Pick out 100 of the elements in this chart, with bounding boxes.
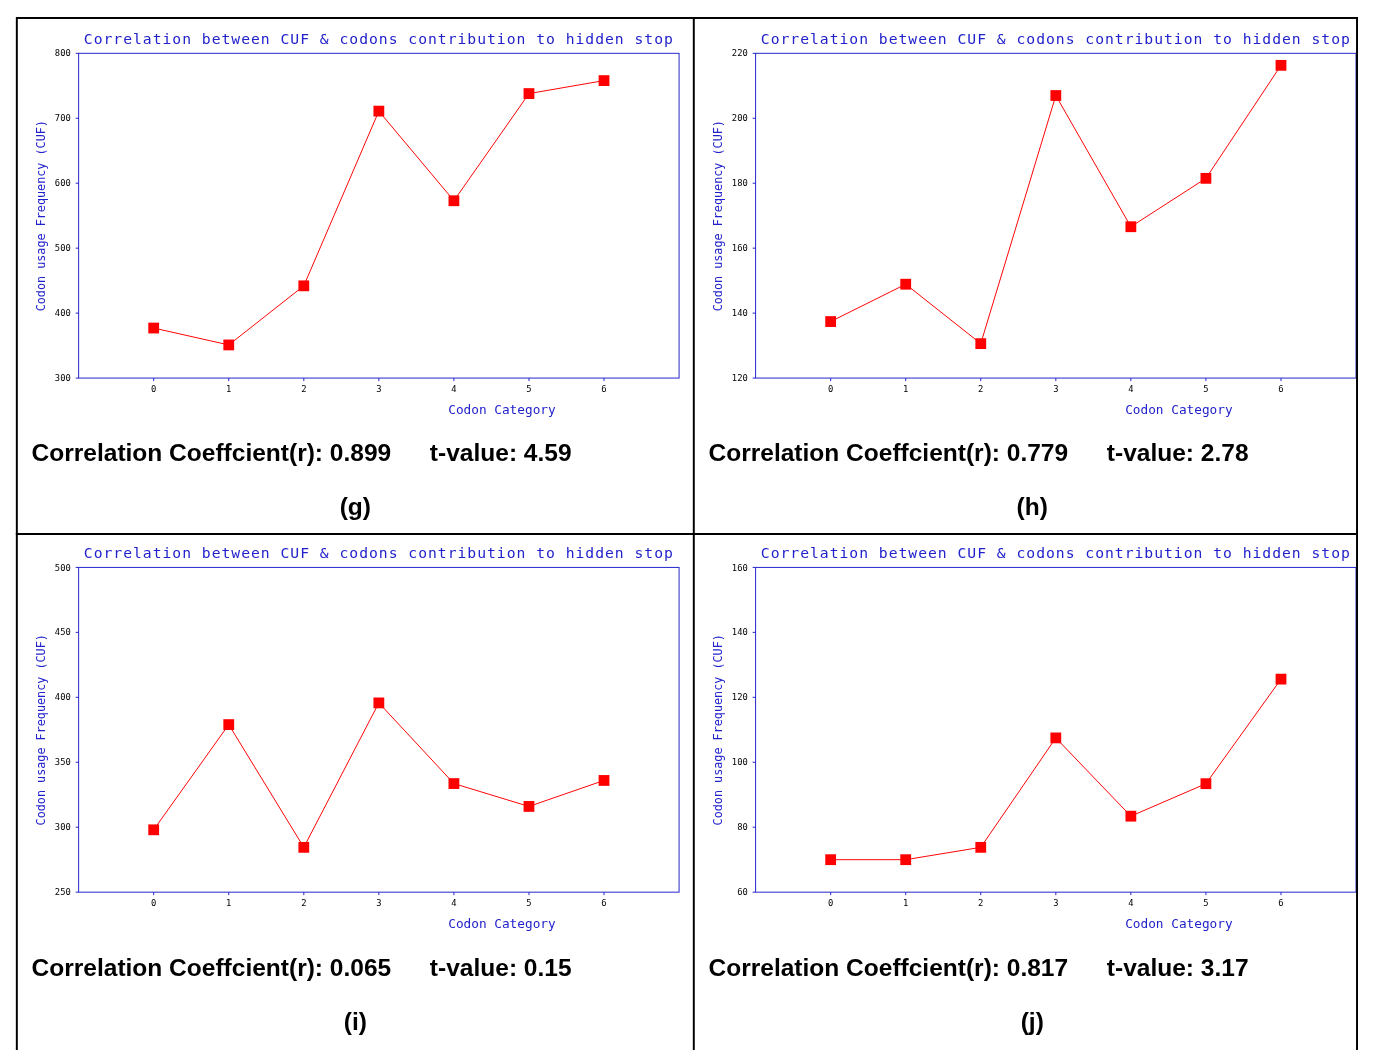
point <box>1200 778 1212 790</box>
y-tick-label: 60 <box>737 887 748 898</box>
point <box>900 854 912 866</box>
text: (g) <box>339 493 371 521</box>
x-tick-label: 0 <box>151 897 157 908</box>
point <box>298 280 310 292</box>
point <box>373 697 385 709</box>
point <box>148 824 160 836</box>
y-tick-label: 350 <box>54 757 71 768</box>
y-axis-title: Codon usage Frequency (CUF) <box>34 634 49 826</box>
text: (j) <box>1020 1007 1044 1035</box>
x-tick-label: 3 <box>1053 383 1059 394</box>
point <box>223 339 235 351</box>
x-tick-label: 3 <box>1053 897 1059 908</box>
x-tick-label: 2 <box>301 383 307 394</box>
y-tick-label: 220 <box>731 48 748 59</box>
x-tick-label: 0 <box>828 383 834 394</box>
y-axis-title: Codon usage Frequency (CUF) <box>711 634 726 826</box>
x-tick-label: 1 <box>903 383 909 394</box>
point <box>148 322 160 334</box>
y-tick-label: 300 <box>54 822 71 833</box>
x-axis-title: Codon Category <box>1125 402 1233 418</box>
point <box>1050 90 1062 101</box>
x-tick-label: 6 <box>601 383 607 394</box>
point <box>598 775 610 786</box>
y-tick-label: 160 <box>731 562 748 573</box>
text: (i) <box>343 1007 367 1035</box>
text: t-value: 4.59 <box>429 439 572 467</box>
x-tick-label: 1 <box>226 897 232 908</box>
point <box>900 278 912 290</box>
text: Correlation Coeffcient(r): 0.065 <box>31 953 392 981</box>
text: Correlation Coeffcient(r): 0.817 <box>708 953 1069 981</box>
chart-title: Correlation between CUF & codons contribution to hidden stop <box>760 29 1351 47</box>
y-tick-label: 500 <box>54 562 71 573</box>
text: t-value: 2.78 <box>1106 439 1249 467</box>
x-tick-label: 4 <box>451 383 457 394</box>
text: Correlation Coeffcient(r): 0.899 <box>31 439 392 467</box>
x-tick-label: 6 <box>601 897 607 908</box>
x-tick-label: 5 <box>526 383 532 394</box>
x-tick-label: 1 <box>226 383 232 394</box>
y-tick-label: 200 <box>731 113 748 124</box>
point <box>448 778 460 789</box>
y-tick-label: 700 <box>54 113 71 124</box>
point <box>298 841 310 853</box>
y-tick-label: 450 <box>54 627 71 638</box>
y-tick-label: 140 <box>731 627 748 638</box>
y-tick-label: 120 <box>731 373 748 384</box>
point <box>1125 810 1137 822</box>
text: (h) <box>1016 493 1048 521</box>
y-tick-label: 80 <box>737 822 748 833</box>
x-tick-label: 4 <box>451 897 457 908</box>
x-axis-title: Codon Category <box>448 916 556 932</box>
y-tick-label: 400 <box>54 692 71 703</box>
y-tick-label: 600 <box>54 178 71 189</box>
chart-title: Correlation between CUF & codons contribution to hidden stop <box>760 543 1351 561</box>
y-tick-label: 400 <box>54 308 71 319</box>
point <box>523 801 535 812</box>
point <box>598 75 610 86</box>
y-axis-title: Codon usage Frequency (CUF) <box>34 120 49 312</box>
point <box>975 841 987 853</box>
point <box>448 195 460 207</box>
point <box>975 338 987 350</box>
point <box>1200 172 1212 184</box>
y-tick-label: 300 <box>54 373 71 384</box>
point <box>223 719 235 730</box>
y-tick-label: 800 <box>54 48 71 59</box>
y-tick-label: 160 <box>731 243 748 254</box>
y-tick-label: 140 <box>731 308 748 319</box>
chart-title: Correlation between CUF & codons contribution to hidden stop <box>83 543 674 561</box>
x-tick-label: 6 <box>1278 383 1284 394</box>
point <box>523 88 535 99</box>
y-tick-label: 100 <box>731 757 748 768</box>
x-tick-label: 4 <box>1128 897 1134 908</box>
y-axis-title: Codon usage Frequency (CUF) <box>711 120 726 312</box>
x-tick-label: 2 <box>978 897 984 908</box>
point <box>1275 673 1287 685</box>
x-tick-label: 5 <box>1203 897 1209 908</box>
point <box>1275 59 1287 71</box>
point <box>1050 732 1062 744</box>
y-tick-label: 180 <box>731 178 748 189</box>
x-tick-label: 0 <box>151 383 157 394</box>
x-axis-title: Codon Category <box>1125 916 1233 932</box>
text: Correlation Coeffcient(r): 0.779 <box>708 439 1069 467</box>
x-tick-label: 2 <box>301 897 307 908</box>
x-tick-label: 1 <box>903 897 909 908</box>
y-tick-label: 120 <box>731 692 748 703</box>
x-tick-label: 6 <box>1278 897 1284 908</box>
x-tick-label: 0 <box>828 897 834 908</box>
x-tick-label: 5 <box>1203 383 1209 394</box>
text: t-value: 0.15 <box>429 953 572 981</box>
point <box>1125 221 1137 233</box>
y-tick-label: 250 <box>54 887 71 898</box>
x-axis-title: Codon Category <box>448 402 556 418</box>
x-tick-label: 5 <box>526 897 532 908</box>
y-tick-label: 500 <box>54 243 71 254</box>
x-tick-label: 3 <box>376 897 382 908</box>
point <box>825 316 837 327</box>
point <box>373 105 385 117</box>
x-tick-label: 2 <box>978 383 984 394</box>
point <box>825 854 837 866</box>
